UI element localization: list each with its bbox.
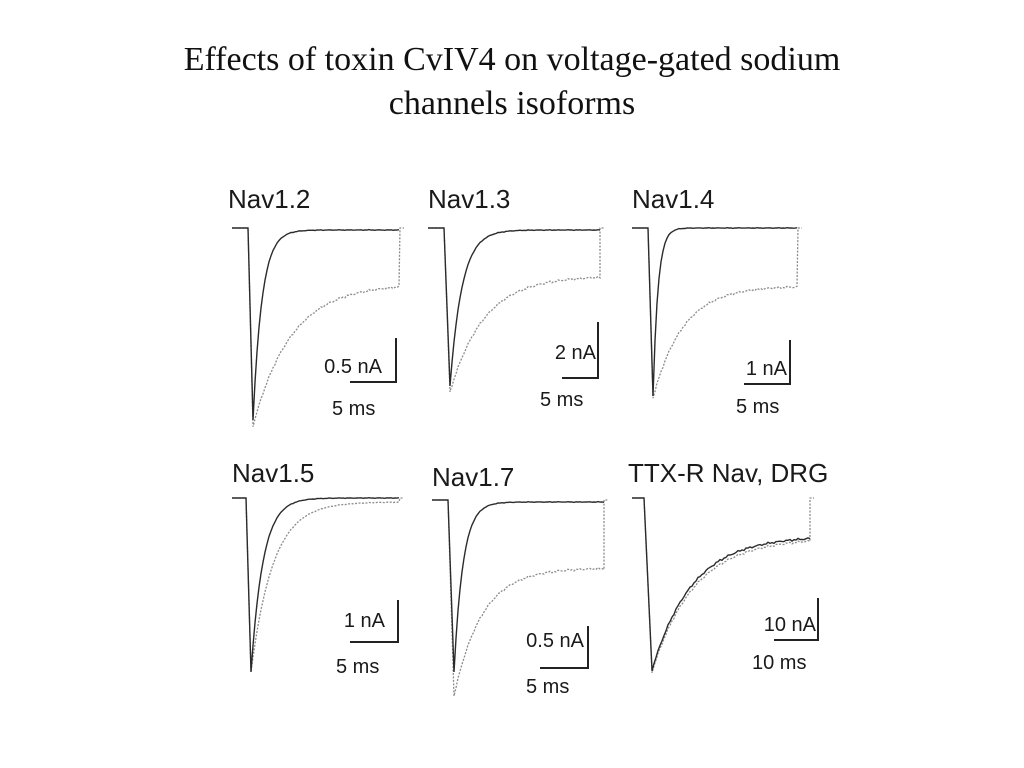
panel-label-nav1-2: Nav1.2 xyxy=(228,184,311,214)
control-current-trace xyxy=(232,496,400,673)
scale-bar xyxy=(350,338,397,383)
toxin-current-trace xyxy=(232,497,404,673)
scale-bar xyxy=(350,600,399,643)
control-current-trace xyxy=(428,227,601,387)
control-current-trace xyxy=(232,227,400,421)
time-scale-label: 5 ms xyxy=(526,676,570,698)
slide-title-line-2: channels isoforms xyxy=(388,85,636,122)
control-current-trace xyxy=(432,499,605,673)
scale-bar xyxy=(562,322,599,379)
slide-title-line-1: Effects of toxin CvIV4 on voltage-gated … xyxy=(183,41,841,78)
time-scale-label: 5 ms xyxy=(332,398,376,420)
panel-label-ttx-r-nav-drg: TTX-R Nav, DRG xyxy=(628,458,829,488)
current-traces-svg xyxy=(232,226,819,697)
amp-scale-label: 1 nA xyxy=(745,358,787,380)
time-scale-label: 5 ms xyxy=(736,396,780,418)
amp-scale-label: 0.5 nA xyxy=(526,630,584,652)
panel-label-nav1-4: Nav1.4 xyxy=(632,184,715,214)
toxin-current-trace xyxy=(428,227,604,393)
amp-scale-label: 10 nA xyxy=(763,614,816,636)
scale-bar xyxy=(774,598,819,641)
toxin-current-trace xyxy=(632,227,802,399)
toxin-current-trace xyxy=(432,499,608,697)
slide-title: Effects of toxin CvIV4 on voltage-gated … xyxy=(0,38,1024,126)
panel-label-nav1-3: Nav1.3 xyxy=(428,184,511,214)
toxin-current-trace xyxy=(632,497,814,674)
scale-bar xyxy=(744,340,791,385)
time-scale-label: 5 ms xyxy=(336,656,380,678)
amp-scale-label: 2 nA xyxy=(554,342,596,364)
toxin-current-trace xyxy=(232,227,404,427)
panel-label-nav1-5: Nav1.5 xyxy=(232,458,315,488)
time-scale-label: 5 ms xyxy=(540,389,584,411)
current-traces-figure: Nav1.2 0.5 nA 5 ms Nav1.3 2 nA 5 ms Nav1… xyxy=(222,170,890,718)
amp-scale-label: 0.5 nA xyxy=(324,356,382,378)
control-current-trace xyxy=(632,226,798,397)
panel-label-nav1-7: Nav1.7 xyxy=(432,462,515,492)
scale-bar xyxy=(540,626,589,669)
control-current-trace xyxy=(632,497,811,672)
amp-scale-label: 1 nA xyxy=(343,610,385,632)
time-scale-label: 10 ms xyxy=(752,652,807,674)
